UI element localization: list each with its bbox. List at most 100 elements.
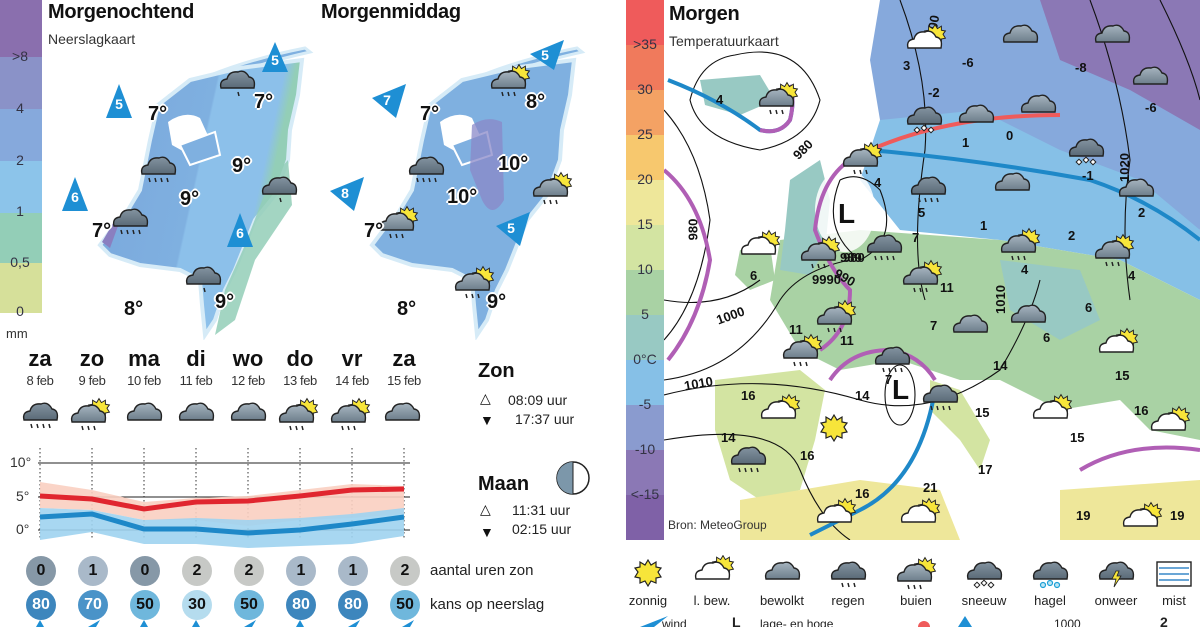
- forecast-day: wo 12 feb: [222, 346, 274, 389]
- wind-legend-label: wind: [662, 617, 687, 627]
- rain-icon: [864, 228, 904, 266]
- snow-icon: [954, 555, 1014, 591]
- forecast-day: do 13 feb: [274, 347, 326, 389]
- sunset-time: 17:37 uur: [515, 411, 575, 427]
- temperature-label: 7°: [92, 220, 112, 242]
- map-subtitle-europe: Temperatuurkaart: [669, 33, 779, 49]
- light-rain-icon: [259, 170, 299, 206]
- rain-icon: [20, 396, 60, 434]
- legend-label: <-15: [630, 486, 660, 502]
- europe-map: 980 980 1000 1010 990 980 1010 1000 1020…: [664, 0, 1200, 540]
- rain-chance-badge: 30: [182, 590, 212, 620]
- cloudy-icon: [1116, 172, 1156, 208]
- temperature-label: 14: [721, 430, 736, 445]
- wind-indicator: 5: [106, 84, 132, 118]
- day-date: 12 feb: [231, 373, 265, 388]
- cloudy-icon: [382, 396, 422, 434]
- legend-item-partly-cloudy: l. bew.: [682, 555, 742, 608]
- cloudy-icon: [752, 555, 812, 591]
- rain-chance-badge: 50: [130, 590, 160, 620]
- temperature-label: 1: [962, 135, 970, 150]
- wind-indicator: 5: [496, 212, 530, 246]
- showers-icon: [798, 234, 842, 274]
- light-rain-icon: [217, 64, 257, 100]
- legend-label: 1: [16, 203, 24, 219]
- low-pressure-label: L: [838, 198, 856, 229]
- legend-label: 0°C: [633, 351, 657, 367]
- temperature-label: 980: [843, 250, 865, 265]
- wind-indicator: 5: [262, 42, 288, 72]
- low-pressure-label: L: [892, 374, 910, 405]
- temperature-label: 6: [1085, 300, 1093, 315]
- warm-front-legend-icon: [918, 621, 930, 627]
- map-subtitle: Neerslagkaart: [48, 31, 136, 47]
- netherlands-map-morning: [40, 20, 320, 340]
- legend-item-sunny: zonnig: [618, 555, 678, 608]
- sun-hours-badge: 2: [390, 556, 420, 586]
- sun-hours-badge: 1: [78, 556, 108, 586]
- day-name: za: [392, 346, 416, 371]
- fog-icon: [1156, 561, 1192, 587]
- temperature-label: 9°: [180, 188, 200, 210]
- low-pressure-legend-icon: L: [732, 614, 741, 627]
- rain-icon: [138, 150, 178, 186]
- temperature-label: 16: [1134, 403, 1149, 418]
- temperature-label: -8: [1075, 60, 1087, 75]
- cloudy-icon: [228, 396, 268, 434]
- hail-icon: [1020, 555, 1080, 591]
- temperature-label: 7°: [148, 103, 168, 125]
- legend-band: [0, 263, 42, 313]
- forecast-day: za 8 feb: [14, 347, 66, 389]
- temperature-label: 14: [855, 388, 870, 403]
- temperature-label: 9°: [232, 155, 252, 177]
- temperature-label: 10°: [498, 153, 529, 175]
- temperature-label: 8°: [526, 91, 546, 113]
- moonrise-icon: △: [480, 501, 491, 517]
- partly-cloudy-icon: [898, 496, 942, 536]
- wind-indicator: 8: [330, 177, 364, 211]
- map-title-morning: Morgenochtend: [48, 1, 195, 23]
- temperature-label: 11: [789, 322, 803, 337]
- temperature-label: 5: [918, 205, 926, 220]
- temperature-legend: [626, 0, 664, 540]
- temperature-label: 19: [1170, 508, 1185, 523]
- rain-icon: [920, 378, 960, 416]
- temperature-label: 3: [903, 58, 911, 73]
- day-name: wo: [232, 346, 264, 371]
- sun-hours-badge: 1: [338, 556, 368, 586]
- moonrise-time: 11:31 uur: [512, 502, 571, 518]
- cloudy-icon: [124, 396, 164, 434]
- cloudy-icon: [992, 166, 1032, 202]
- day-date: 13 feb: [283, 373, 317, 388]
- legend-label: 25: [637, 126, 653, 142]
- y-tick: 5°: [16, 488, 30, 504]
- legend-label: 2: [16, 152, 24, 168]
- temperature-label: 17: [978, 462, 993, 477]
- legend-item-snow: sneeuw: [954, 555, 1014, 608]
- temperature-label: 7°: [254, 91, 274, 113]
- legend-label: 4: [16, 100, 24, 116]
- legend-label: 10: [637, 261, 653, 277]
- sunset-icon: ▼: [480, 412, 494, 428]
- temperature-label: 14: [993, 358, 1008, 373]
- legend-label: 0,5: [10, 254, 30, 270]
- day-date: 15 feb: [387, 373, 421, 388]
- forecast-day: vr 14 feb: [326, 347, 378, 389]
- showers-icon: [840, 140, 884, 180]
- rain-chance-badge: 80: [286, 590, 316, 620]
- showers-icon: [1092, 232, 1136, 272]
- temperature-label: -6: [1145, 100, 1157, 115]
- snow-icon: [1066, 132, 1106, 172]
- wind-legend-icon: [640, 616, 668, 627]
- temperature-label: 4: [1021, 262, 1029, 277]
- partly-cloudy-icon: [814, 496, 858, 536]
- cloudy-icon: [1130, 60, 1170, 96]
- temperature-label: 2: [1138, 205, 1146, 220]
- rain-chance-badge: 80: [26, 590, 56, 620]
- moonset-icon: ▼: [480, 524, 494, 540]
- temperature-label: -2: [928, 85, 940, 100]
- legend-label: >8: [12, 48, 28, 64]
- cloudy-icon: [1008, 298, 1048, 334]
- cloudy-icon: [1018, 88, 1058, 124]
- cloudy-icon: [956, 98, 996, 134]
